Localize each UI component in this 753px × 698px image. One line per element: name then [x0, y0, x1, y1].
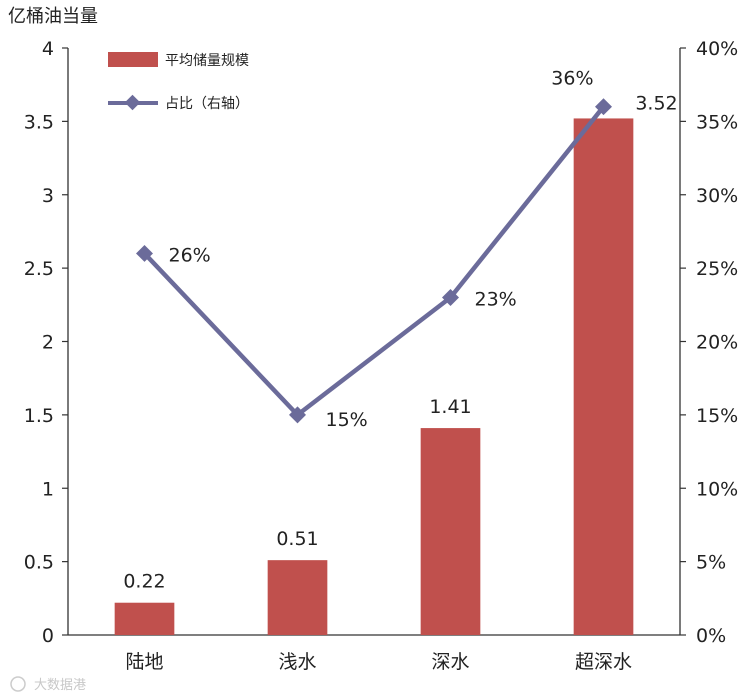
- right-tick-label: 25%: [696, 258, 738, 280]
- category-label: 深水: [431, 651, 469, 673]
- line-data-label: 23%: [475, 288, 517, 310]
- left-tick-label: 1.5: [24, 405, 54, 427]
- left-tick-label: 0.5: [24, 552, 54, 574]
- bar: [420, 428, 481, 635]
- legend-bar-label: 平均储量规模: [165, 53, 249, 69]
- right-tick-label: 30%: [696, 185, 738, 207]
- right-tick-label: 10%: [696, 478, 738, 500]
- line-marker: [442, 288, 459, 306]
- bar: [114, 602, 175, 635]
- watermark-logo-icon: [10, 676, 26, 692]
- line-series: [136, 98, 612, 424]
- line-data-label: 26%: [169, 244, 211, 266]
- line-marker: [595, 98, 612, 116]
- right-tick-label: 35%: [696, 111, 738, 133]
- legend-line-marker: [124, 94, 141, 111]
- bar: [267, 560, 328, 635]
- bar-data-labels: 0.22 0.51 1.41 3.52: [123, 92, 677, 592]
- legend-line-label: 占比（右轴）: [165, 96, 249, 112]
- left-tick-label: 3.5: [24, 111, 54, 133]
- watermark-text: 大数据港: [34, 678, 86, 693]
- category-label: 浅水: [278, 651, 316, 673]
- category-label: 超深水: [575, 651, 632, 673]
- bar-data-label: 0.51: [276, 528, 318, 550]
- right-axis-ticks: 0% 5% 10% 15% 20% 25% 30% 35% 40%: [680, 38, 738, 647]
- category-labels: 陆地 浅水 深水 超深水: [125, 651, 632, 673]
- left-axis-ticks: 0 0.5 1 1.5 2 2.5 3 3.5 4: [24, 38, 68, 647]
- line-data-label: 15%: [326, 409, 368, 431]
- left-tick-label: 1: [42, 478, 54, 500]
- bar-data-label: 0.22: [123, 571, 165, 593]
- line-marker: [289, 406, 306, 424]
- right-tick-label: 40%: [696, 38, 738, 60]
- line-path: [142, 105, 606, 418]
- left-tick-label: 3: [42, 185, 54, 207]
- y-axis-title: 亿桶油当量: [8, 6, 98, 27]
- left-tick-label: 2: [42, 332, 54, 354]
- watermark: 大数据港: [10, 676, 86, 693]
- bar: [573, 118, 634, 635]
- left-tick-label: 2.5: [24, 258, 54, 280]
- left-tick-label: 0: [42, 625, 54, 647]
- legend-bar-swatch: [108, 52, 158, 67]
- bar-data-label: 1.41: [429, 396, 471, 418]
- bar-data-label: 3.52: [635, 92, 677, 114]
- right-tick-label: 15%: [696, 405, 738, 427]
- line-data-label: 36%: [551, 68, 593, 90]
- category-label: 陆地: [125, 651, 163, 673]
- line-marker: [136, 244, 153, 262]
- bar-series: [114, 118, 634, 635]
- right-tick-label: 0%: [696, 625, 726, 647]
- line-data-labels: 26% 15% 23% 36%: [169, 68, 594, 431]
- right-tick-label: 5%: [696, 552, 726, 574]
- right-tick-label: 20%: [696, 332, 738, 354]
- left-tick-label: 4: [42, 38, 54, 60]
- legend: 平均储量规模 占比（右轴）: [108, 52, 249, 112]
